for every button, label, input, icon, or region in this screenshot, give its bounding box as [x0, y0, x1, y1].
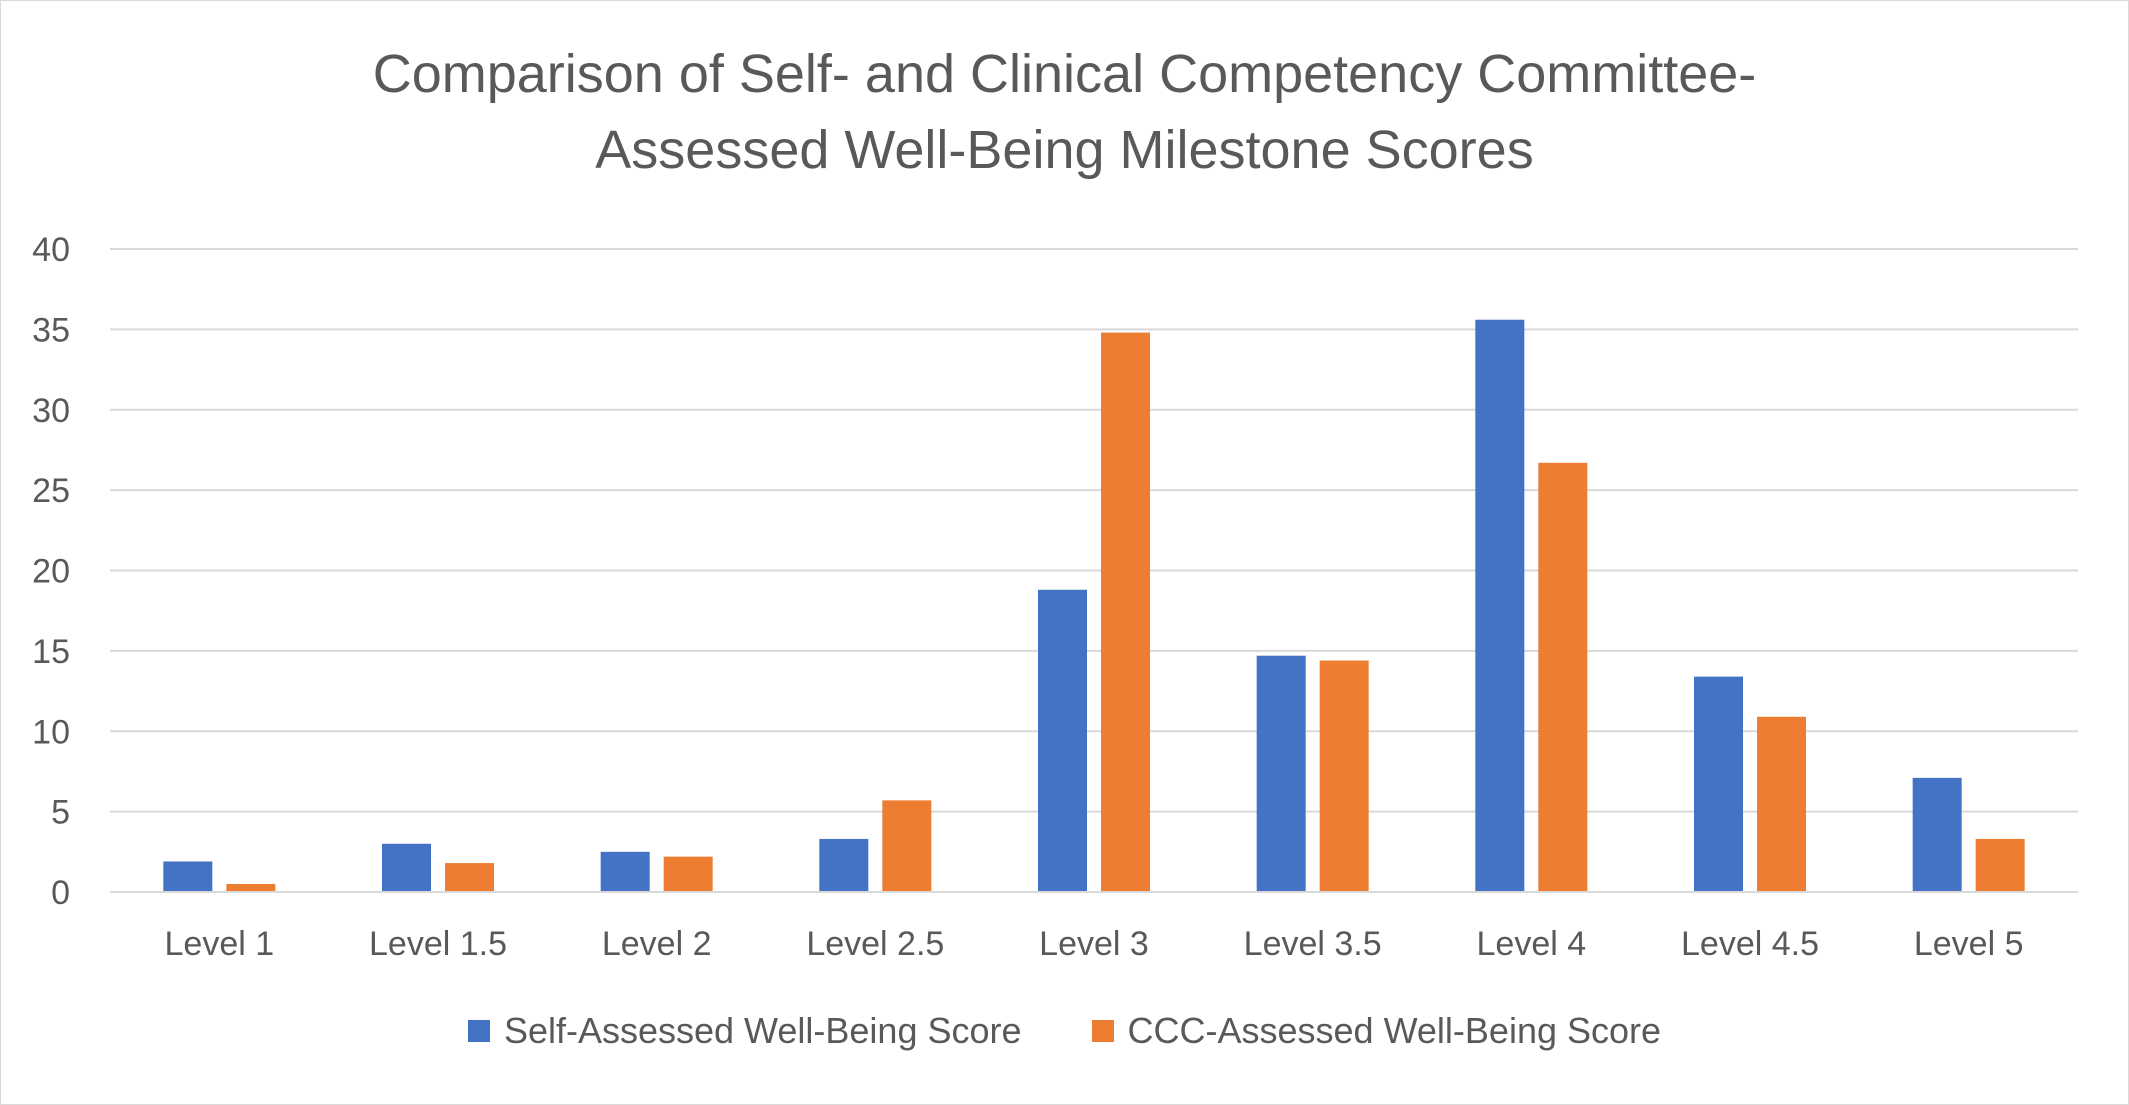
- y-tick-label: 10: [32, 713, 70, 751]
- legend-swatch-self-assessed: [467, 1020, 490, 1042]
- bar-series-1-level-5: [1975, 838, 2025, 892]
- gridlines: [110, 248, 2078, 813]
- bar-series-0-level-2: [600, 851, 650, 892]
- bars: [163, 319, 2025, 893]
- bar-series-1-level-1: [226, 883, 276, 892]
- y-tick-label: 0: [51, 874, 70, 912]
- legend: Self-Assessed Well-Being Score CCC-Asses…: [0, 1010, 2129, 1052]
- bar-series-0-level-2-5: [819, 838, 869, 892]
- legend-label-self-assessed: Self-Assessed Well-Being Score: [503, 1010, 1022, 1051]
- bar-series-0-level-4-5: [1694, 676, 1743, 892]
- legend-swatch-ccc-assessed: [1091, 1020, 1114, 1042]
- chart-title-line-1: Comparison of Self- and Clinical Compete…: [372, 44, 1757, 104]
- bar-series-1-level-3: [1101, 332, 1150, 893]
- x-tick-label: Level 5: [1914, 925, 2024, 963]
- y-tick-label: 5: [51, 794, 70, 832]
- bar-series-1-level-1-5: [445, 863, 494, 892]
- x-tick-label: Level 1.5: [369, 925, 507, 963]
- bar-series-0-level-3-5: [1256, 655, 1306, 892]
- x-tick-label: Level 3.5: [1244, 925, 1382, 963]
- bar-series-1-level-2-5: [882, 800, 932, 892]
- x-tick-label: Level 4: [1477, 925, 1587, 963]
- chart-title-line-2: Assessed Well-Being Milestone Scores: [595, 120, 1534, 180]
- x-tick-label: Level 2: [602, 925, 712, 963]
- x-tick-label: Level 2.5: [806, 925, 944, 963]
- bar-series-0-level-1-5: [382, 843, 431, 892]
- bar-series-1-level-2: [663, 856, 713, 892]
- legend-item-self-assessed: Self-Assessed Well-Being Score: [467, 1010, 1022, 1052]
- bar-series-0-level-1: [163, 861, 213, 892]
- bar-series-0-level-4: [1475, 319, 1525, 893]
- x-axis-tick-labels: Level 1 Level 1.5 Level 2 Level 2.5 Level 3 L…: [165, 925, 2024, 963]
- bar-series-1-level-4-5: [1757, 716, 1806, 892]
- legend-item-ccc-assessed: CCC-Assessed Well-Being Score: [1091, 1010, 1662, 1052]
- bar-series-1-level-4: [1538, 462, 1588, 892]
- chart-title: Comparison of Self- and Clinical Compete…: [0, 36, 2129, 188]
- x-tick-label: Level 4.5: [1681, 925, 1819, 963]
- x-tick-label: Level 3: [1039, 925, 1149, 963]
- y-tick-label: 40: [32, 231, 70, 269]
- y-tick-label: 35: [32, 311, 70, 349]
- y-tick-label: 30: [32, 392, 70, 430]
- y-tick-label: 20: [32, 553, 70, 591]
- bar-series-0-level-3: [1038, 589, 1087, 892]
- y-tick-label: 25: [32, 472, 70, 510]
- bar-series-0-level-5: [1912, 777, 1962, 892]
- y-axis-tick-labels: 0 5 10 15 20 25 30 35 40: [32, 231, 70, 912]
- x-tick-label: Level 1: [165, 925, 275, 963]
- y-tick-label: 15: [32, 633, 70, 671]
- bar-series-1-level-3-5: [1319, 660, 1369, 892]
- legend-label-ccc-assessed: CCC-Assessed Well-Being Score: [1127, 1010, 1662, 1051]
